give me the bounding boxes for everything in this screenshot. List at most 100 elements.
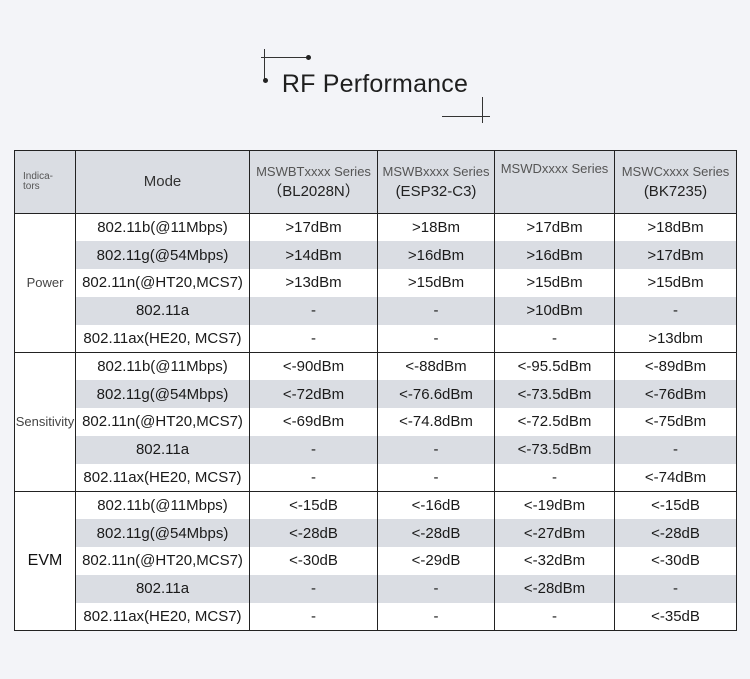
group-label: Power <box>14 213 76 353</box>
header-column: MSWDxxxx Series <box>494 150 615 214</box>
value-cell: >15dBm <box>494 269 615 297</box>
value-cell: <-35dB <box>614 602 737 631</box>
value-cell: - <box>377 463 495 492</box>
value-cell: <-90dBm <box>249 351 378 381</box>
title-decoration-dot-top <box>306 55 311 60</box>
value-cell: >17dBm <box>494 213 615 242</box>
value-cell: <-29dB <box>377 547 495 575</box>
value-cell: - <box>377 574 495 603</box>
value-cell: <-74.8dBm <box>377 408 495 436</box>
value-cell: - <box>249 574 378 603</box>
value-cell: >13dBm <box>249 269 378 297</box>
value-cell: - <box>377 296 495 325</box>
value-cell: <-76dBm <box>614 380 737 409</box>
value-cell: - <box>249 435 378 464</box>
header-mode: Mode <box>75 150 250 214</box>
value-cell: >15dBm <box>614 269 737 297</box>
group-label: EVM <box>14 490 76 631</box>
table-row: 802.11a - - >10dBm - <box>15 296 737 325</box>
value-cell: >16dBm <box>377 241 495 270</box>
value-cell: <-88dBm <box>377 351 495 381</box>
table-row: 802.11a - - <-28dBm - <box>15 574 737 603</box>
value-cell: >17dBm <box>249 213 378 242</box>
mode-cell: 802.11ax(HE20, MCS7) <box>75 463 250 492</box>
value-cell: <-89dBm <box>614 351 737 381</box>
mode-cell: 802.11b(@11Mbps) <box>75 351 250 381</box>
value-cell: <-73.5dBm <box>494 380 615 409</box>
title-decoration-line-top <box>261 57 309 58</box>
value-cell: <-30dB <box>614 547 737 575</box>
value-cell: - <box>494 463 615 492</box>
mode-cell: 802.11n(@HT20,MCS7) <box>75 408 250 436</box>
value-cell: <-32dBm <box>494 547 615 575</box>
mode-cell: 802.11a <box>75 574 250 603</box>
value-cell: - <box>249 602 378 631</box>
table-row: Power 802.11b(@11Mbps) >17dBm >18Bm >17dBm >1… <box>14 213 737 353</box>
table-row: EVM 802.11b(@11Mbps) <-15dB <-16dB <-19dBm <-… <box>14 490 737 631</box>
value-cell: >18Bm <box>377 213 495 242</box>
mode-cell: 802.11a <box>75 435 250 464</box>
value-cell: >17dBm <box>614 241 737 270</box>
table-row: Sensitivity 802.11b(@11Mbps) <-90dBm <-88dB… <box>14 351 737 492</box>
header-column: MSWCxxxx Series (BK7235) <box>614 150 737 214</box>
value-cell: <-27dBm <box>494 519 615 548</box>
value-cell: >13dbm <box>614 324 737 353</box>
value-cell: <-69dBm <box>249 408 378 436</box>
value-cell: <-15dB <box>614 490 737 520</box>
title-decoration-line-right <box>482 97 483 123</box>
mode-cell: 802.11b(@11Mbps) <box>75 490 250 520</box>
value-cell: <-72.5dBm <box>494 408 615 436</box>
header-indicators: Indica-tors <box>14 150 76 214</box>
value-cell: - <box>377 324 495 353</box>
table-row: 802.11ax(HE20, MCS7) - - - >13dbm <box>15 324 737 353</box>
table-header-row: Indica-tors Mode MSWBTxxxx Series （BL2028… <box>14 150 737 214</box>
table-row: 802.11n(@HT20,MCS7) <-69dBm <-74.8dBm <-72.… <box>15 408 737 436</box>
value-cell: <-28dB <box>614 519 737 548</box>
value-cell: <-28dB <box>377 519 495 548</box>
value-cell: <-28dBm <box>494 574 615 603</box>
value-cell: - <box>494 602 615 631</box>
title-decoration-dot-left <box>263 78 268 83</box>
mode-cell: 802.11ax(HE20, MCS7) <box>75 324 250 353</box>
mode-cell: 802.11g(@54Mbps) <box>75 241 250 270</box>
header-series: MSWCxxxx Series <box>621 164 730 179</box>
value-cell: >16dBm <box>494 241 615 270</box>
mode-cell: 802.11b(@11Mbps) <box>75 213 250 242</box>
value-cell: >14dBm <box>249 241 378 270</box>
mode-cell: 802.11n(@HT20,MCS7) <box>75 547 250 575</box>
table-row: 802.11ax(HE20, MCS7) - - - <-35dB <box>15 602 737 631</box>
value-cell: <-95.5dBm <box>494 351 615 381</box>
mode-cell: 802.11g(@54Mbps) <box>75 380 250 409</box>
table-row: 802.11g(@54Mbps) <-72dBm <-76.6dBm <-73.5dB… <box>15 380 737 409</box>
header-model: (ESP32-C3) <box>395 183 477 200</box>
value-cell: <-74dBm <box>614 463 737 492</box>
value-cell: >10dBm <box>494 296 615 325</box>
value-cell: <-19dBm <box>494 490 615 520</box>
mode-cell: 802.11n(@HT20,MCS7) <box>75 269 250 297</box>
value-cell: <-28dB <box>249 519 378 548</box>
header-series: MSWBxxxx Series <box>382 164 490 179</box>
value-cell: - <box>249 463 378 492</box>
table-row: 802.11n(@HT20,MCS7) >13dBm >15dBm >15dBm >15… <box>15 269 737 297</box>
header-column: MSWBxxxx Series (ESP32-C3) <box>377 150 495 214</box>
header-series: MSWDxxxx Series <box>500 161 609 176</box>
mode-cell: 802.11ax(HE20, MCS7) <box>75 602 250 631</box>
value-cell: - <box>249 296 378 325</box>
header-column: MSWBTxxxx Series （BL2028N） <box>249 150 378 214</box>
value-cell: <-76.6dBm <box>377 380 495 409</box>
value-cell: - <box>249 324 378 353</box>
mode-cell: 802.11a <box>75 296 250 325</box>
header-series: MSWBTxxxx Series <box>256 164 371 179</box>
value-cell: <-30dB <box>249 547 378 575</box>
table-row: 802.11g(@54Mbps) >14dBm >16dBm >16dBm >17dBm <box>15 241 737 270</box>
table-row: 802.11a - - <-73.5dBm - <box>15 435 737 464</box>
value-cell: - <box>614 296 737 325</box>
value-cell: <-75dBm <box>614 408 737 436</box>
value-cell: - <box>614 574 737 603</box>
table-body: Power 802.11b(@11Mbps) >17dBm >18Bm >17dBm >1… <box>14 213 737 631</box>
value-cell: <-72dBm <box>249 380 378 409</box>
table-row: 802.11ax(HE20, MCS7) - - - <-74dBm <box>15 463 737 492</box>
page-title: RF Performance <box>281 70 469 98</box>
rf-performance-table: Indica-tors Mode MSWBTxxxx Series （BL2028… <box>14 150 737 631</box>
value-cell: >15dBm <box>377 269 495 297</box>
